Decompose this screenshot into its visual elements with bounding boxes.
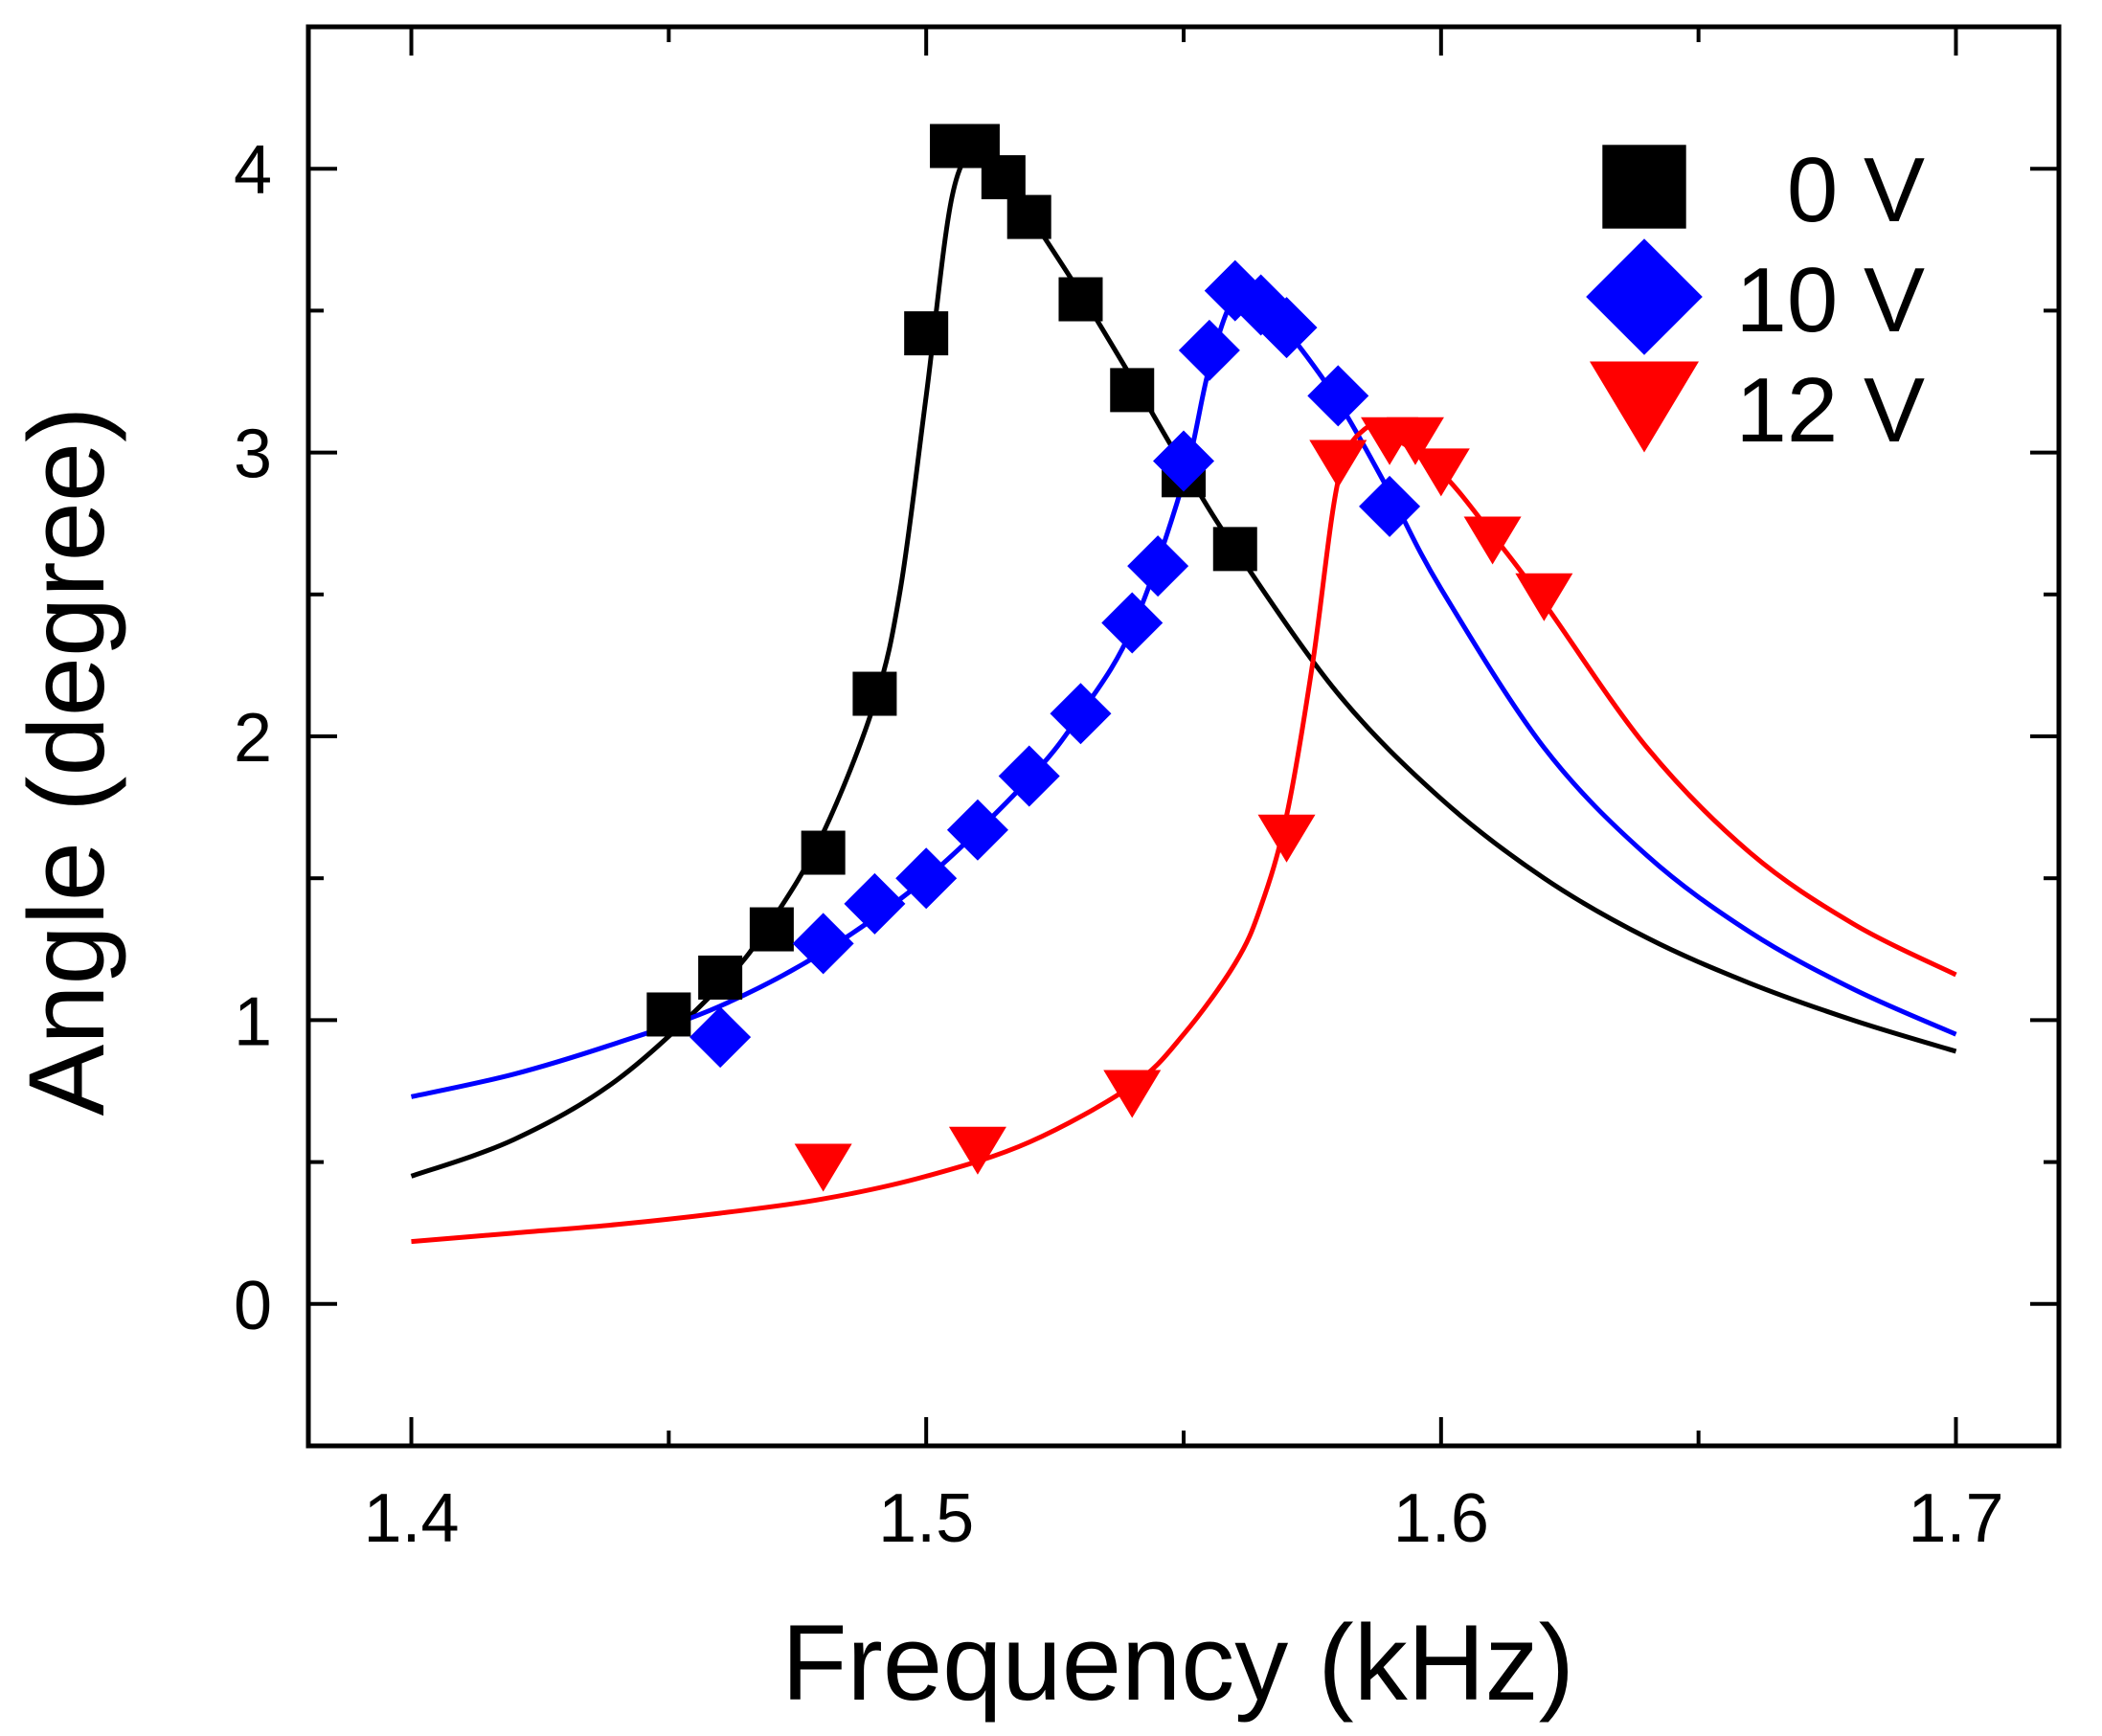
data-point-0v (1212, 527, 1257, 572)
legend-label-0v: 0 V (1787, 139, 1925, 241)
data-point-10v (1178, 319, 1240, 381)
data-point-0v (801, 830, 846, 875)
legend-label-12v: 12 V (1736, 359, 1925, 462)
data-point-10v (1153, 430, 1214, 492)
data-point-0v (981, 155, 1026, 200)
data-point-0v (904, 311, 949, 356)
y-tick-label: 1 (234, 983, 272, 1060)
fit-line-0v (410, 146, 1957, 1179)
legend-marker-10v (1586, 238, 1703, 355)
y-tick-label: 0 (234, 1268, 272, 1344)
data-point-10v (844, 872, 906, 935)
data-point-10v (946, 799, 1008, 861)
legend-marker-0v (1602, 145, 1686, 229)
data-point-0v (646, 992, 691, 1037)
data-point-0v (749, 907, 794, 952)
data-point-12v (1412, 448, 1470, 497)
data-point-10v (1359, 475, 1421, 537)
data-point-0v (852, 671, 897, 716)
data-point-10v (689, 1006, 752, 1069)
data-point-10v (1101, 592, 1164, 654)
data-point-10v (1127, 535, 1189, 597)
data-point-12v (1463, 516, 1522, 565)
data-point-10v (1255, 297, 1318, 359)
data-point-12v (794, 1143, 852, 1192)
axes: 1.4 1.5 1.6 1.7 0 1 2 3 4 (234, 24, 2062, 1557)
y-axis-title: Angle (degree) (7, 407, 126, 1116)
legend-label-10v: 10 V (1736, 249, 1925, 351)
data-point-12v (1309, 440, 1367, 488)
data-point-12v (948, 1126, 1006, 1175)
data-point-0v (1058, 277, 1103, 322)
data-markers (646, 124, 1573, 1192)
x-tick-label: 1.5 (878, 1480, 974, 1557)
data-point-0v (1006, 194, 1051, 239)
data-point-12v (1103, 1070, 1162, 1118)
data-point-10v (895, 847, 958, 910)
y-tick-label: 2 (234, 700, 272, 777)
y-tick-label: 3 (234, 417, 272, 493)
fit-lines (410, 146, 1957, 1245)
data-point-12v (1515, 573, 1573, 621)
x-axis-title: Frequency (kHz) (781, 1603, 1574, 1723)
data-point-10v (1050, 683, 1112, 745)
y-tick-label: 4 (234, 132, 272, 209)
fit-line-10v (410, 290, 1957, 1099)
data-point-0v (698, 955, 743, 1000)
data-point-12v (1386, 417, 1444, 465)
data-point-12v (1257, 814, 1316, 863)
legend-marker-12v (1590, 361, 1700, 453)
data-point-10v (792, 913, 854, 975)
data-point-10v (998, 745, 1060, 807)
x-tick-label: 1.4 (363, 1480, 459, 1557)
data-point-0v (1110, 368, 1155, 413)
data-point-10v (1307, 365, 1369, 427)
legend: 0 V10 V12 V (1586, 139, 1925, 462)
fit-line-12v (411, 423, 1957, 1245)
x-tick-label: 1.7 (1908, 1480, 2003, 1557)
x-tick-label: 1.6 (1393, 1480, 1489, 1557)
